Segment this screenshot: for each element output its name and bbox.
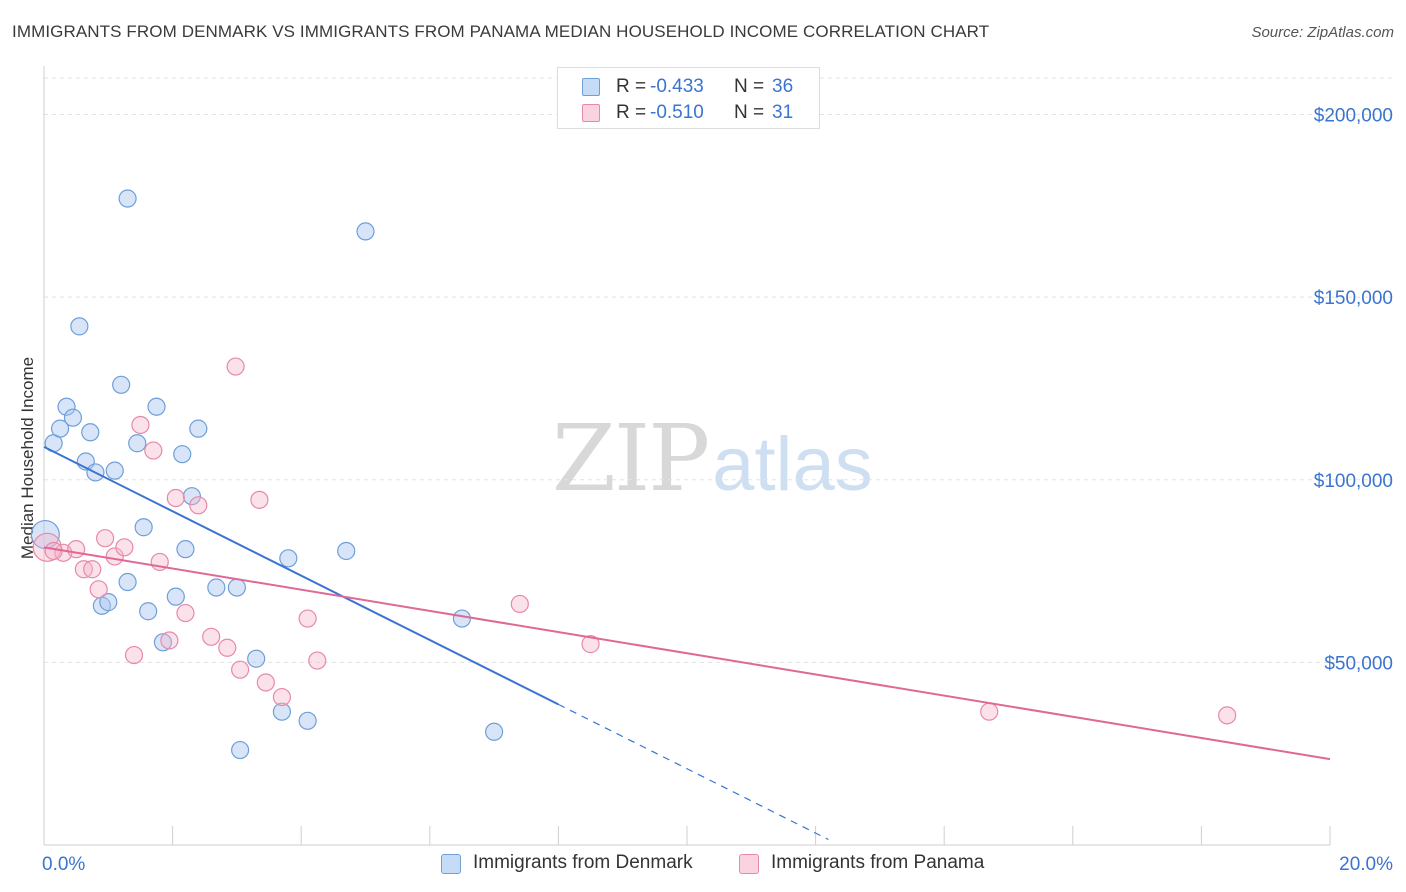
- denmark-point: [207, 578, 226, 597]
- legend-label-denmark: Immigrants from Denmark: [473, 852, 693, 873]
- denmark-point: [279, 549, 298, 568]
- denmark-point: [99, 593, 118, 612]
- watermark-atlas: atlas: [712, 422, 873, 507]
- denmark-trendline-extension: [558, 703, 829, 841]
- denmark-point: [337, 541, 356, 561]
- panama-point: [226, 357, 245, 376]
- panama-point: [256, 673, 275, 692]
- r-value: -0.433: [650, 76, 704, 97]
- r-value: -0.510: [650, 102, 704, 123]
- n-value: 36: [772, 76, 794, 97]
- denmark-point: [356, 222, 375, 241]
- panama-point: [115, 538, 134, 557]
- source-credit: Source: ZipAtlas.com: [1251, 24, 1394, 41]
- panama-point: [231, 660, 250, 679]
- denmark-point: [105, 461, 124, 480]
- panama-point: [166, 488, 185, 508]
- y-tick-label: $150,000: [1314, 288, 1393, 309]
- denmark-point: [139, 602, 158, 621]
- r-label: R =: [616, 76, 647, 97]
- panama-point: [189, 496, 208, 515]
- denmark-point: [81, 423, 100, 442]
- denmark-point: [50, 419, 70, 438]
- panama-point: [95, 529, 115, 548]
- denmark-point: [182, 487, 201, 506]
- r-label: R =: [616, 102, 647, 123]
- panama-point: [160, 631, 179, 650]
- denmark-point: [272, 702, 292, 721]
- panama-trendline: [43, 546, 1331, 761]
- denmark-point: [189, 419, 208, 438]
- denmark-point: [485, 722, 504, 741]
- panama-point: [202, 627, 221, 646]
- panama-point: [89, 580, 108, 599]
- denmark-point: [57, 397, 76, 416]
- panama-point: [83, 560, 102, 579]
- denmark-point: [112, 375, 131, 394]
- panama-point: [44, 541, 63, 561]
- panama-swatch: [582, 104, 600, 122]
- panama-point: [510, 594, 529, 614]
- series-legend: Immigrants from Denmark Immigrants from …: [0, 851, 1406, 877]
- y-tick-label: $100,000: [1314, 471, 1393, 492]
- y-tick-label: $200,000: [1314, 106, 1393, 127]
- panama-point: [250, 490, 269, 509]
- denmark-point: [153, 633, 173, 652]
- panama-legend-swatch: [739, 854, 759, 874]
- denmark-point: [227, 578, 246, 597]
- watermark-zip: ZIP: [552, 405, 710, 512]
- denmark-point: [173, 445, 192, 464]
- denmark-swatch: [582, 78, 600, 96]
- legend-label-panama: Immigrants from Panama: [771, 852, 985, 873]
- panama-point: [218, 638, 237, 657]
- denmark-point: [452, 609, 472, 628]
- panama-point: [105, 547, 124, 566]
- panama-point: [980, 702, 999, 721]
- panama-point: [124, 645, 144, 665]
- panama-point: [581, 635, 600, 654]
- denmark-point: [147, 397, 166, 416]
- denmark-point: [247, 649, 266, 668]
- denmark-point: [118, 189, 137, 208]
- panama-point: [176, 603, 195, 623]
- n-label: N =: [734, 76, 765, 97]
- x-tick-label: 20.0%: [1339, 854, 1393, 875]
- denmark-point: [166, 587, 185, 606]
- panama-point: [298, 609, 317, 628]
- panama-point: [308, 651, 327, 670]
- denmark-trendline: [43, 445, 559, 706]
- denmark-point: [63, 408, 83, 427]
- x-tick-label: 0.0%: [42, 854, 85, 875]
- n-label: N =: [734, 102, 765, 123]
- panama-point: [272, 687, 292, 707]
- denmark-point: [118, 572, 137, 592]
- denmark-point: [231, 740, 250, 760]
- panama-point: [144, 441, 163, 460]
- chart-title: IMMIGRANTS FROM DENMARK VS IMMIGRANTS FR…: [12, 22, 990, 41]
- panama-point: [131, 415, 150, 435]
- watermark: ZIPatlas: [552, 405, 873, 512]
- panama-point: [1218, 706, 1237, 725]
- denmark-point: [298, 711, 317, 730]
- y-tick-label: $50,000: [1324, 653, 1393, 674]
- n-value: 31: [772, 102, 794, 123]
- denmark-point: [176, 540, 195, 559]
- denmark-point: [70, 317, 89, 336]
- correlation-legend: R = -0.433 N = 36 R = -0.510 N = 31: [557, 67, 820, 129]
- denmark-legend-swatch: [441, 854, 461, 874]
- denmark-point: [128, 434, 147, 453]
- denmark-point: [134, 518, 153, 537]
- panama-point: [67, 540, 86, 559]
